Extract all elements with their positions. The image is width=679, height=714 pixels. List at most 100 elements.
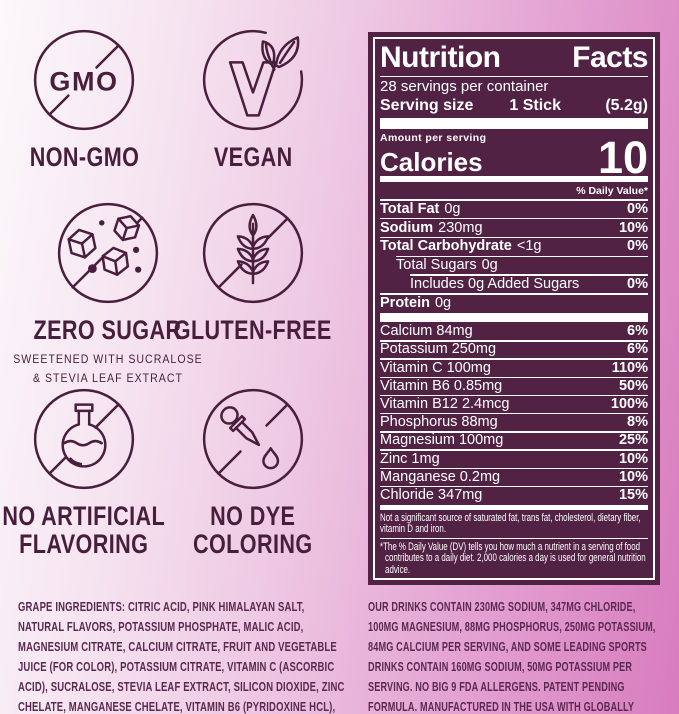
nutrition-facts-panel: Nutrition Facts 28 servings per containe… bbox=[368, 32, 660, 585]
daily-value-header: % Daily Value* bbox=[576, 185, 648, 198]
divider bbox=[380, 236, 648, 239]
nutrition-panel-border bbox=[373, 37, 655, 580]
no-artificial-flavoring-label-line2: FLAVORING bbox=[19, 529, 149, 559]
vegan-label: VEGAN bbox=[213, 142, 293, 172]
divider bbox=[380, 199, 648, 201]
thick-divider bbox=[380, 175, 648, 183]
nutrient-name: Total Fat bbox=[380, 200, 440, 217]
nutrient-name: Sodium bbox=[380, 219, 434, 236]
nutrient-name: Total Carbohydrate bbox=[380, 238, 512, 255]
electrolyte-comparison-text: OUR DRINKS CONTAIN 230MG SODIUM, 347MG C… bbox=[368, 600, 656, 714]
no-artificial-flavoring-label: NO ARTIFICIAL FLAVORING bbox=[3, 502, 166, 558]
nutrient-name: Includes 0g Added Sugars bbox=[410, 276, 580, 292]
non-gmo-label: NON-GMO bbox=[29, 142, 139, 172]
nutrient-dv: 10% bbox=[618, 450, 648, 467]
nutrient-dv: 0% bbox=[627, 276, 648, 292]
divider bbox=[380, 467, 648, 469]
nutrition-title-word2: Facts bbox=[572, 41, 648, 74]
nutrient-name: Phosphorus 88mg bbox=[380, 414, 498, 431]
divider bbox=[380, 431, 648, 433]
nutrient-dv: 25% bbox=[618, 432, 648, 449]
nutrient-amount: 0g bbox=[481, 257, 498, 274]
divider bbox=[380, 412, 648, 415]
nutrient-dv: 110% bbox=[611, 359, 648, 376]
micro-row-potassium: Potassium 250mg 6% bbox=[380, 342, 648, 359]
nutrient-amount: 0g bbox=[444, 200, 461, 217]
divider bbox=[380, 76, 648, 78]
nutrient-dv: 6% bbox=[627, 341, 648, 358]
nutrient-name: Manganese 0.2mg bbox=[380, 468, 501, 485]
servings-per-container: 28 servings per container bbox=[380, 78, 549, 96]
badge-no-dye-coloring: NO DYE COLORING bbox=[167, 387, 339, 558]
nutrient-name: Zinc 1mg bbox=[380, 450, 440, 467]
nutrient-dv: 10% bbox=[618, 219, 648, 236]
nutrient-amount: 0g bbox=[434, 294, 452, 311]
divider bbox=[396, 255, 648, 258]
nutrient-name: Total Sugars bbox=[396, 257, 477, 274]
nutrient-name: Vitamin C 100mg bbox=[380, 359, 491, 376]
amount-per-serving-label: Amount per serving bbox=[380, 131, 487, 144]
nutrient-name: Chloride 347mg bbox=[380, 486, 483, 503]
macro-row-added-sugars: Includes 0g Added Sugars 0% bbox=[380, 276, 648, 293]
nutrient-name: Magnesium 100mg bbox=[380, 432, 504, 449]
micro-row-vitamin-c: Vitamin C 100mg 110% bbox=[380, 360, 648, 377]
no-dye-coloring-label-line2: COLORING bbox=[193, 529, 313, 559]
nutrition-title-word1: Nutrition bbox=[380, 41, 501, 74]
micro-row-chloride: Chloride 347mg 15% bbox=[380, 487, 648, 504]
nutrient-amount: 230mg bbox=[438, 219, 483, 236]
nutrient-dv: 15% bbox=[618, 486, 648, 503]
zero-sugar-subtext-line2: & STEVIA LEAF EXTRACT bbox=[32, 373, 183, 385]
gmo-icon-text: GMO bbox=[49, 66, 118, 96]
badge-no-artificial-flavoring: NO ARTIFICIAL FLAVORING bbox=[0, 387, 170, 558]
nutrient-name: Potassium 250mg bbox=[380, 341, 497, 358]
thick-divider bbox=[380, 118, 648, 129]
footnote-not-significant: Not a significant source of saturated fa… bbox=[380, 511, 641, 536]
macro-row-total-sugars: Total Sugars 0g bbox=[380, 257, 648, 274]
macro-row-protein: Protein 0g bbox=[380, 295, 648, 312]
calories-label: Calories bbox=[380, 146, 483, 177]
micro-row-magnesium: Magnesium 100mg 25% bbox=[380, 433, 648, 450]
badge-non-gmo: GMO NON-GMO bbox=[0, 28, 170, 171]
nutrient-dv: 100% bbox=[610, 396, 648, 413]
nutrient-name: Calcium 84mg bbox=[380, 323, 473, 340]
divider bbox=[410, 274, 648, 276]
nutrient-dv: 0% bbox=[627, 238, 648, 255]
serving-size-row: Serving size 1 Stick (5.2g) bbox=[380, 96, 648, 116]
micro-row-vitamin-b12: Vitamin B12 2.4mcg 100% bbox=[380, 396, 648, 413]
divider bbox=[380, 449, 648, 451]
micro-row-phosphorus: Phosphorus 88mg 8% bbox=[380, 414, 648, 431]
badge-gluten-free: GLUTEN-FREE bbox=[167, 201, 339, 344]
thick-divider bbox=[380, 505, 648, 511]
serving-size-value: 1 Stick bbox=[509, 97, 561, 115]
zero-sugar-subtext-line1: SWEETENED WITH SUCRALOSE bbox=[13, 354, 203, 366]
divider bbox=[380, 376, 648, 378]
divider bbox=[380, 394, 648, 397]
badge-vegan: VEGAN bbox=[167, 28, 339, 171]
nutrient-dv: 0% bbox=[627, 200, 648, 217]
thick-divider bbox=[380, 313, 648, 322]
nutrient-name: Vitamin B12 2.4mcg bbox=[380, 396, 510, 413]
no-artificial-flavoring-label-line1: NO ARTIFICIAL bbox=[2, 501, 166, 531]
divider bbox=[380, 340, 648, 342]
zero-sugar-icon bbox=[57, 202, 159, 304]
nutrient-name: Vitamin B6 0.85mg bbox=[380, 377, 503, 394]
no-dye-coloring-icon bbox=[202, 388, 304, 490]
divider bbox=[380, 358, 648, 360]
vegan-icon bbox=[202, 29, 304, 131]
nutrient-dv: 50% bbox=[618, 377, 648, 394]
gluten-free-label: GLUTEN-FREE bbox=[174, 315, 332, 345]
serving-size-weight: (5.2g) bbox=[605, 97, 648, 115]
no-dye-coloring-label: NO DYE COLORING bbox=[193, 502, 313, 558]
nutrient-dv: 6% bbox=[627, 323, 648, 340]
no-dye-coloring-label-line1: NO DYE bbox=[210, 501, 296, 531]
nutrient-amount: <1g bbox=[516, 238, 542, 255]
divider bbox=[380, 485, 648, 488]
micro-row-zinc: Zinc 1mg 10% bbox=[380, 451, 648, 468]
zero-sugar-subtext: SWEETENED WITH SUCRALOSE & STEVIA LEAF E… bbox=[13, 351, 202, 389]
micro-row-vitamin-b6: Vitamin B6 0.85mg 50% bbox=[380, 378, 648, 395]
divider bbox=[380, 537, 648, 539]
nutrition-panel-content: Nutrition Facts 28 servings per containe… bbox=[380, 41, 648, 576]
nutrient-name: Protein bbox=[380, 294, 430, 311]
footnote-daily-value: *The % Daily Value (DV) tells you how mu… bbox=[380, 540, 646, 576]
